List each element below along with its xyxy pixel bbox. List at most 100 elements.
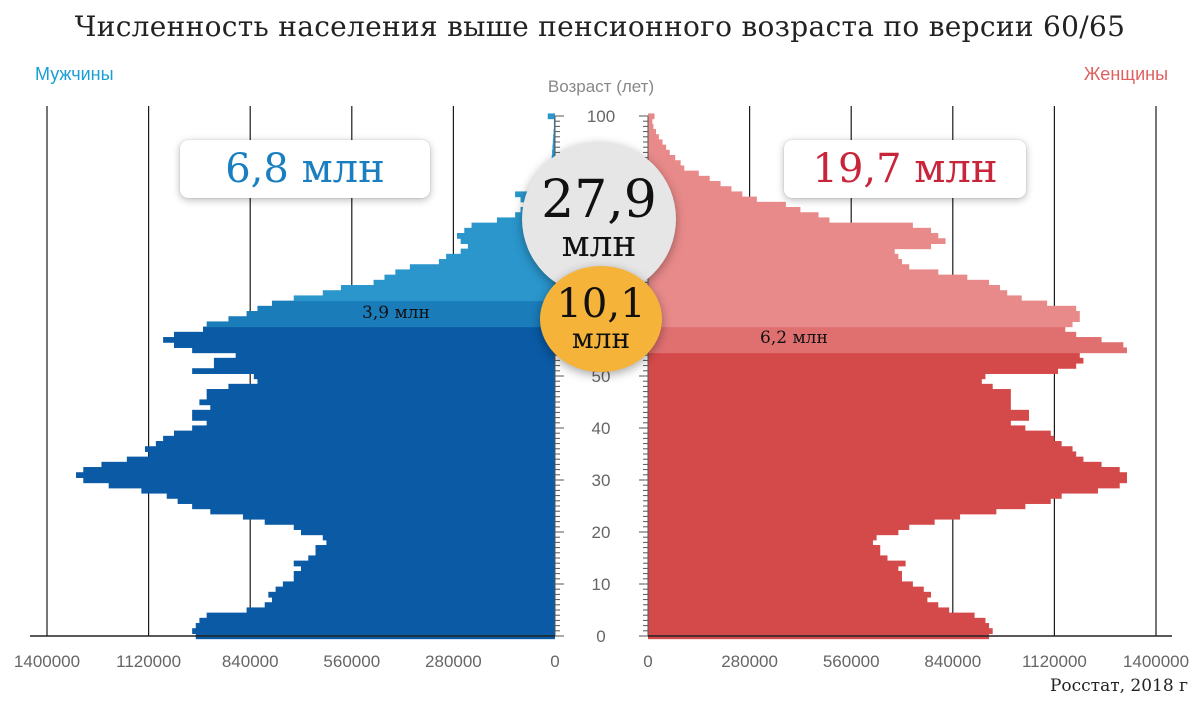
male-x-tick-label: 560000 — [323, 652, 380, 671]
male-bar — [192, 368, 555, 374]
female-bar — [648, 576, 902, 582]
female-bar — [648, 420, 1011, 426]
female-bar — [648, 482, 1120, 489]
male-bar — [373, 279, 555, 286]
overall-total-unit: млн — [561, 224, 637, 266]
female-bar — [648, 607, 950, 614]
male-bar — [101, 461, 555, 468]
male-bar — [553, 134, 555, 140]
male-bar — [83, 477, 556, 484]
female-bar — [648, 378, 982, 385]
female-bar — [648, 175, 710, 182]
female-bar — [648, 311, 1080, 317]
female-bar — [648, 550, 881, 556]
male-bar — [293, 576, 555, 582]
male-bar — [192, 628, 555, 634]
female-bar — [648, 389, 1011, 395]
female-bar — [648, 170, 699, 177]
male-bar — [144, 446, 555, 452]
female-bar — [648, 300, 1048, 307]
female-bar — [648, 144, 667, 151]
male-bar — [460, 238, 555, 244]
female-bar — [648, 191, 743, 198]
female-bar — [648, 441, 1062, 447]
male-bar — [228, 383, 555, 390]
female-bar — [648, 571, 902, 577]
male-bar — [409, 264, 555, 270]
female-bar — [648, 149, 670, 156]
female-bar — [648, 373, 986, 380]
male-bar — [166, 493, 555, 499]
female-bar — [648, 227, 932, 234]
male-bar — [174, 430, 555, 437]
female-bar — [648, 623, 990, 629]
female-bar — [648, 519, 935, 525]
female-bar — [648, 165, 685, 172]
female-bar — [648, 321, 1073, 328]
female-bar — [648, 222, 913, 229]
age-tick-label: 20 — [592, 523, 611, 542]
male-bar — [206, 321, 555, 328]
female-bar — [648, 560, 906, 567]
female-x-tick-label: 1400000 — [1123, 652, 1189, 671]
female-bar — [648, 425, 1026, 432]
age-tick-label: 100 — [587, 107, 615, 126]
overall-total-value: 27,9 — [541, 170, 657, 231]
male-bar — [322, 534, 555, 541]
male-pension-label: 3,9 млн — [362, 303, 430, 323]
male-bar — [340, 285, 555, 291]
female-bar — [648, 539, 873, 546]
male-bar — [552, 139, 555, 146]
source-note: Росстат, 2018 г — [1049, 676, 1188, 696]
male-bar — [268, 591, 555, 598]
female-bar — [648, 586, 924, 593]
female-bar — [648, 477, 1127, 484]
male-bar — [282, 581, 555, 588]
male-bar — [242, 513, 555, 520]
female-bar — [648, 383, 993, 390]
pension-age-total-circle: 10,1 млн — [540, 266, 662, 372]
male-bar — [293, 524, 555, 530]
male-bar — [210, 404, 556, 411]
male-bar — [213, 363, 555, 369]
female-bar — [648, 565, 899, 572]
male-x-tick-label: 0 — [550, 652, 559, 671]
male-bar — [203, 326, 555, 333]
male-bar — [174, 342, 555, 348]
female-bar — [648, 123, 654, 130]
overall-total-circle: 27,9 млн — [522, 142, 676, 296]
male-bar — [293, 295, 555, 302]
female-bar — [648, 253, 899, 260]
female-bar — [648, 451, 1077, 458]
female-bar — [648, 129, 656, 135]
male-bar — [83, 467, 556, 473]
male-bar — [246, 607, 556, 614]
female-bar — [648, 357, 1084, 364]
male-bar — [253, 373, 556, 380]
female-bar — [648, 134, 659, 140]
female-bar — [648, 409, 1029, 416]
age-tick-label: 40 — [592, 419, 611, 438]
pension-age-total-value: 10,1 — [556, 281, 646, 328]
male-bar — [126, 456, 555, 463]
male-bar — [195, 623, 555, 629]
male-bar — [308, 555, 555, 562]
male-bar — [199, 617, 555, 624]
female-bar — [648, 342, 1124, 348]
male-bar — [315, 550, 555, 556]
female-bar — [648, 524, 910, 530]
female-bar — [648, 243, 932, 250]
female-x-tick-label: 0 — [643, 652, 652, 671]
axis-layer: 0102030405060708090100140000011200008400… — [14, 107, 1189, 671]
male-bar — [206, 612, 555, 619]
male-bar — [553, 129, 555, 135]
female-bar — [648, 508, 997, 515]
female-bar — [648, 264, 910, 270]
female-bar — [648, 259, 902, 265]
male-x-tick-label: 1120000 — [116, 652, 181, 671]
male-bar — [384, 274, 555, 281]
female-bar — [648, 399, 1011, 406]
male-bar — [457, 233, 555, 239]
female-bar — [648, 196, 757, 203]
female-bar — [648, 446, 1073, 452]
